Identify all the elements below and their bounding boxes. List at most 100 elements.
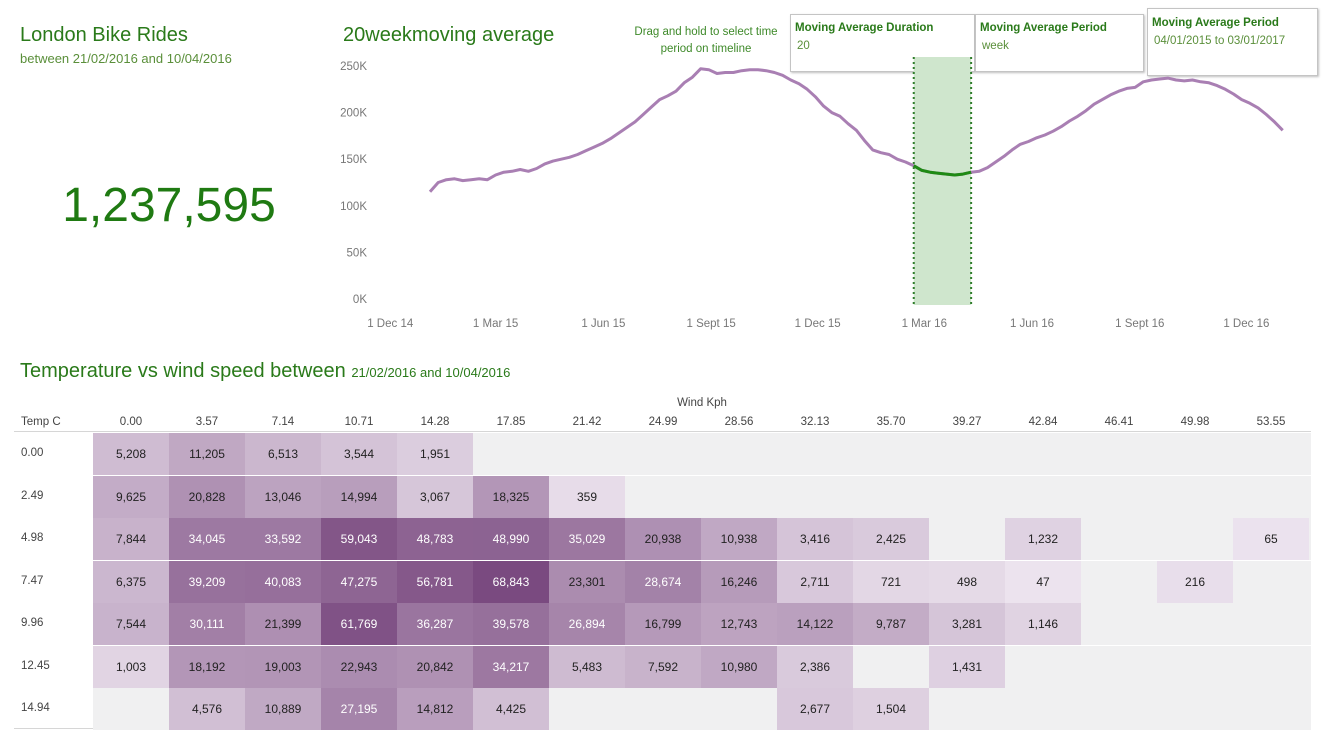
heatmap-cell[interactable] — [1157, 433, 1233, 475]
selected-period-series-line[interactable] — [912, 164, 972, 177]
heatmap-cell[interactable] — [701, 476, 777, 518]
heatmap-cell[interactable]: 61,769 — [321, 603, 397, 645]
heatmap-cell[interactable]: 27,195 — [321, 688, 397, 730]
heatmap-cell[interactable]: 39,209 — [169, 560, 245, 603]
heatmap-cell[interactable]: 12,743 — [701, 603, 777, 645]
heatmap-cell[interactable]: 1,504 — [853, 688, 929, 730]
heatmap-cell[interactable]: 18,325 — [473, 475, 549, 518]
moving-average-line-chart[interactable]: 0K 50K 100K 150K 200K 250K 1 Dec 14 1 Mar 15 1 … — [330, 52, 1290, 337]
heatmap-cell[interactable]: 3,281 — [929, 603, 1005, 645]
heatmap-cell[interactable]: 20,828 — [169, 475, 245, 518]
heatmap-cell[interactable]: 20,842 — [397, 645, 473, 688]
heatmap-cell[interactable]: 11,205 — [169, 433, 245, 475]
param-date-range[interactable]: Moving Average Period 04/01/2015 to 03/0… — [1147, 8, 1318, 76]
heatmap-cell[interactable] — [1233, 476, 1309, 518]
heatmap-cell[interactable]: 33,592 — [245, 518, 321, 560]
heatmap-cell[interactable]: 65 — [1233, 518, 1309, 560]
heatmap-cell[interactable] — [625, 476, 701, 518]
heatmap-cell[interactable] — [1081, 433, 1157, 475]
heatmap-cell[interactable] — [93, 688, 169, 730]
heatmap-cell[interactable]: 216 — [1157, 560, 1233, 603]
timeline-selection[interactable] — [913, 57, 972, 305]
heatmap-cell[interactable]: 36,287 — [397, 603, 473, 645]
param-date-range-value[interactable]: 04/01/2015 to 03/01/2017 — [1154, 35, 1286, 47]
heatmap-cell[interactable]: 7,844 — [93, 518, 169, 560]
heatmap-cell[interactable]: 56,781 — [397, 560, 473, 603]
heatmap-cell[interactable]: 9,625 — [93, 475, 169, 518]
heatmap-cell[interactable]: 1,232 — [1005, 518, 1081, 560]
heatmap-cell[interactable]: 30,111 — [169, 603, 245, 645]
heatmap-cell[interactable]: 28,674 — [625, 560, 701, 603]
heatmap-cell[interactable]: 5,208 — [93, 433, 169, 475]
moving-average-series-line[interactable] — [428, 67, 1284, 193]
heatmap-cell[interactable] — [1233, 603, 1309, 645]
heatmap-cell[interactable]: 3,416 — [777, 518, 853, 560]
heatmap-cell[interactable]: 2,425 — [853, 518, 929, 560]
heatmap-cell[interactable]: 2,677 — [777, 688, 853, 730]
heatmap-cell[interactable]: 39,578 — [473, 603, 549, 645]
heatmap-cell[interactable]: 20,938 — [625, 518, 701, 560]
heatmap-cell[interactable]: 7,544 — [93, 603, 169, 645]
heatmap-cell[interactable] — [1233, 433, 1309, 475]
heatmap-cell[interactable]: 1,146 — [1005, 603, 1081, 645]
heatmap-cell[interactable] — [929, 688, 1005, 730]
heatmap-cell[interactable]: 22,943 — [321, 645, 397, 688]
heatmap-cell[interactable]: 9,787 — [853, 603, 929, 645]
heatmap-cell[interactable]: 4,576 — [169, 688, 245, 730]
heatmap-cell[interactable] — [1157, 476, 1233, 518]
heatmap-cell[interactable]: 21,399 — [245, 603, 321, 645]
heatmap-cell[interactable] — [1005, 476, 1081, 518]
heatmap-cell[interactable]: 35,029 — [549, 518, 625, 560]
heatmap-cell[interactable]: 18,192 — [169, 645, 245, 688]
heatmap-cell[interactable]: 23,301 — [549, 560, 625, 603]
heatmap-cell[interactable] — [625, 433, 701, 475]
heatmap-cell[interactable]: 47,275 — [321, 560, 397, 603]
heatmap-cell[interactable]: 16,799 — [625, 603, 701, 645]
heatmap-cell[interactable]: 14,122 — [777, 603, 853, 645]
heatmap-cell[interactable]: 13,046 — [245, 475, 321, 518]
heatmap-cell[interactable]: 6,375 — [93, 560, 169, 603]
heatmap-cell[interactable]: 359 — [549, 475, 625, 518]
heatmap-cell[interactable]: 26,894 — [549, 603, 625, 645]
heatmap-cell[interactable] — [929, 518, 1005, 560]
heatmap-cell[interactable] — [853, 646, 929, 688]
heatmap-cell[interactable] — [1081, 603, 1157, 645]
heatmap-cell[interactable]: 48,990 — [473, 518, 549, 560]
heatmap-cell[interactable]: 3,067 — [397, 475, 473, 518]
param-duration-value[interactable]: 20 — [797, 40, 810, 52]
heatmap-cell[interactable]: 34,217 — [473, 645, 549, 688]
heatmap-cell[interactable]: 4,425 — [473, 688, 549, 730]
heatmap-cell[interactable] — [1157, 603, 1233, 645]
heatmap-cell[interactable]: 1,431 — [929, 645, 1005, 688]
heatmap-cell[interactable]: 47 — [1005, 560, 1081, 603]
heatmap-cell[interactable] — [777, 476, 853, 518]
heatmap-cell[interactable]: 6,513 — [245, 433, 321, 475]
heatmap-cell[interactable] — [473, 433, 549, 475]
heatmap-cell[interactable] — [1005, 688, 1081, 730]
heatmap-cell[interactable] — [1081, 688, 1157, 730]
heatmap-cell[interactable] — [1005, 646, 1081, 688]
heatmap-cell[interactable]: 40,083 — [245, 560, 321, 603]
heatmap-cell[interactable]: 14,812 — [397, 688, 473, 730]
heatmap-cell[interactable]: 16,246 — [701, 560, 777, 603]
heatmap-cell[interactable] — [1081, 646, 1157, 688]
heatmap-cell[interactable] — [1233, 646, 1309, 688]
heatmap-cell[interactable] — [1157, 688, 1233, 730]
heatmap-cell[interactable]: 10,938 — [701, 518, 777, 560]
heatmap-cell[interactable] — [1157, 518, 1233, 560]
heatmap-cell[interactable] — [929, 433, 1005, 475]
heatmap-cell[interactable]: 2,711 — [777, 560, 853, 603]
heatmap-cell[interactable] — [1005, 433, 1081, 475]
heatmap-cell[interactable] — [701, 688, 777, 730]
heatmap-cell[interactable]: 1,003 — [93, 645, 169, 688]
heatmap-cell[interactable] — [1081, 518, 1157, 560]
heatmap-cell[interactable]: 59,043 — [321, 518, 397, 560]
heatmap-cell[interactable]: 5,483 — [549, 645, 625, 688]
heatmap-cell[interactable]: 68,843 — [473, 560, 549, 603]
heatmap-cell[interactable]: 10,980 — [701, 645, 777, 688]
heatmap-cell[interactable]: 48,783 — [397, 518, 473, 560]
heatmap-cell[interactable] — [929, 476, 1005, 518]
heatmap-cell[interactable]: 14,994 — [321, 475, 397, 518]
heatmap-cell[interactable]: 1,951 — [397, 433, 473, 475]
heatmap-cell[interactable] — [853, 433, 929, 475]
